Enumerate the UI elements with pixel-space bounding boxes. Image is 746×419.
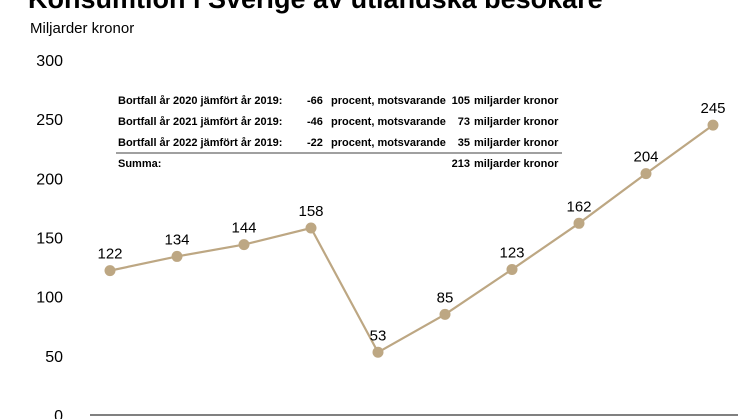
data-point	[171, 250, 183, 262]
annotation-text: procent, motsvarande	[331, 137, 446, 149]
data-point	[305, 222, 317, 234]
annotation-amount: 73	[458, 116, 470, 128]
annotation-table: Bortfall år 2020 jämfört år 2019: -66 pr…	[116, 95, 562, 170]
data-label: 162	[566, 198, 591, 215]
annotation-label: Bortfall år 2021 jämfört år 2019:	[118, 116, 282, 128]
data-point	[640, 168, 652, 180]
annotation-total-row: Summa: 213 miljarder kronor	[118, 158, 559, 170]
y-tick-label: 150	[36, 231, 63, 248]
data-label: 123	[499, 244, 524, 261]
y-axis-ticks: 0 50 100 150 200 250 300	[36, 53, 63, 419]
data-label: 158	[298, 203, 323, 220]
data-label: 245	[700, 100, 725, 117]
annotation-amount: 105	[452, 95, 470, 107]
data-point	[104, 265, 116, 277]
annotation-amount: 35	[458, 137, 470, 149]
data-label: 53	[370, 327, 387, 344]
annotation-label: Bortfall år 2020 jämfört år 2019:	[118, 95, 282, 107]
data-point	[238, 239, 250, 251]
annotation-unit: miljarder kronor	[474, 116, 559, 128]
annotation-percent: -66	[307, 95, 323, 107]
data-label: 134	[164, 231, 189, 248]
annotation-unit: miljarder kronor	[474, 137, 559, 149]
annotation-label: Bortfall år 2022 jämfört år 2019:	[118, 137, 282, 149]
data-labels: 122 134 144 158 53 85 123 162 204 245	[97, 100, 725, 344]
data-points	[104, 119, 719, 358]
data-label: 85	[437, 289, 454, 306]
annotation-text: procent, motsvarande	[331, 116, 446, 128]
annotation-total-label: Summa:	[118, 158, 161, 170]
annotation-row: Bortfall år 2022 jämfört år 2019: -22 pr…	[118, 137, 559, 149]
y-tick-label: 300	[36, 53, 63, 70]
chart-subtitle: Miljarder kronor	[30, 20, 135, 37]
annotation-text: procent, motsvarande	[331, 95, 446, 107]
y-tick-label: 50	[45, 349, 63, 366]
data-point	[506, 263, 518, 275]
chart-title: Konsumtion i Sverige av utländska besöka…	[28, 0, 603, 14]
annotation-total-unit: miljarder kronor	[474, 158, 559, 170]
y-tick-label: 100	[36, 290, 63, 307]
annotation-unit: miljarder kronor	[474, 95, 559, 107]
data-label: 122	[97, 246, 122, 263]
data-point	[707, 119, 719, 131]
annotation-row: Bortfall år 2020 jämfört år 2019: -66 pr…	[118, 95, 559, 107]
data-label: 144	[231, 220, 256, 237]
data-label: 204	[633, 149, 658, 166]
annotation-total-amount: 213	[452, 158, 470, 170]
annotation-percent: -22	[307, 137, 323, 149]
data-point	[439, 308, 451, 320]
annotation-row: Bortfall år 2021 jämfört år 2019: -46 pr…	[118, 116, 559, 128]
y-tick-label: 250	[36, 112, 63, 129]
annotation-percent: -46	[307, 116, 323, 128]
y-tick-label: 0	[54, 408, 63, 419]
data-point	[573, 217, 585, 229]
data-point	[372, 346, 384, 358]
series-line	[109, 124, 714, 354]
y-tick-label: 200	[36, 171, 63, 188]
